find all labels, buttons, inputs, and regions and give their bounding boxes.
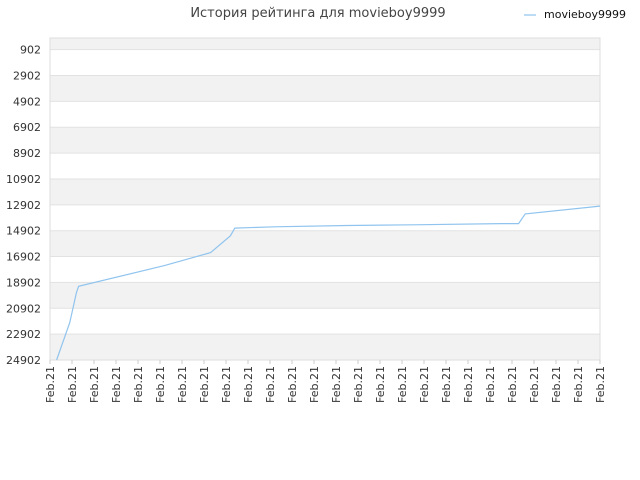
x-tick-label: Feb.21 bbox=[594, 366, 607, 403]
plot-band bbox=[50, 101, 600, 128]
plot-frame bbox=[49, 37, 601, 361]
y-tick-label: 6902 bbox=[13, 121, 41, 134]
x-tick-label: Feb.21 bbox=[198, 366, 211, 403]
x-tick-label: Feb.21 bbox=[242, 366, 255, 403]
plot-band bbox=[50, 75, 600, 102]
plot-band bbox=[50, 153, 600, 179]
x-axis: Feb.21 Feb.21 Feb.21 Feb.21 Feb.21 Feb.21 Feb.… bbox=[44, 360, 607, 403]
y-tick-label: 8902 bbox=[13, 147, 41, 160]
y-tick-label: 20902 bbox=[6, 302, 41, 315]
plot-band bbox=[50, 49, 600, 76]
plot-bands bbox=[50, 38, 600, 360]
plot-band bbox=[50, 334, 600, 360]
plot-band bbox=[50, 178, 600, 205]
y-axis: 902 2902 4902 6902 8902 10902 12902 14902 16902 1… bbox=[6, 44, 41, 367]
x-tick-label: Feb.21 bbox=[572, 366, 585, 403]
x-tick-label: Feb.21 bbox=[154, 366, 167, 403]
y-tick-label: 22902 bbox=[6, 328, 41, 341]
y-tick-label: 18902 bbox=[6, 276, 41, 289]
x-tick-label: Feb.21 bbox=[132, 366, 145, 403]
x-tick-label: Feb.21 bbox=[550, 366, 563, 403]
y-tick-label: 902 bbox=[20, 44, 41, 57]
legend: movieboy9999 bbox=[524, 8, 626, 21]
x-tick-label: Feb.21 bbox=[264, 366, 277, 403]
plot-band bbox=[50, 230, 600, 257]
x-tick-label: Feb.21 bbox=[418, 366, 431, 403]
x-tick-label: Feb.21 bbox=[220, 366, 233, 403]
y-tick-label: 16902 bbox=[6, 251, 41, 264]
y-tick-label: 2902 bbox=[13, 70, 41, 83]
plot-band bbox=[50, 204, 600, 231]
legend-label: movieboy9999 bbox=[544, 8, 626, 21]
x-tick-label: Feb.21 bbox=[462, 366, 475, 403]
x-tick-label: Feb.21 bbox=[440, 366, 453, 403]
x-tick-label: Feb.21 bbox=[308, 366, 321, 403]
x-tick-label: Feb.21 bbox=[286, 366, 299, 403]
x-tick-label: Feb.21 bbox=[176, 366, 189, 403]
x-tick-label: Feb.21 bbox=[352, 366, 365, 403]
chart-title: История рейтинга для movieboy9999 bbox=[190, 6, 445, 21]
plot-band bbox=[50, 127, 600, 154]
x-tick-label: Feb.21 bbox=[396, 366, 409, 403]
x-tick-label: Feb.21 bbox=[528, 366, 541, 403]
y-tick-label: 10902 bbox=[6, 173, 41, 186]
x-tick-label: Feb.21 bbox=[66, 366, 79, 403]
x-tick-label: Feb.21 bbox=[374, 366, 387, 403]
plot-band bbox=[50, 308, 600, 335]
x-tick-label: Feb.21 bbox=[330, 366, 343, 403]
plot-band bbox=[50, 38, 600, 50]
plot-band bbox=[50, 256, 600, 283]
y-tick-label: 14902 bbox=[6, 225, 41, 238]
plot-band bbox=[50, 282, 600, 309]
x-tick-label: Feb.21 bbox=[44, 366, 57, 403]
x-tick-label: Feb.21 bbox=[110, 366, 123, 403]
series-line-movieboy9999 bbox=[56, 205, 601, 361]
y-tick-label: 4902 bbox=[13, 95, 41, 108]
x-tick-label: Feb.21 bbox=[88, 366, 101, 403]
y-tick-label: 24902 bbox=[6, 354, 41, 367]
x-tick-label: Feb.21 bbox=[506, 366, 519, 403]
x-tick-label: Feb.21 bbox=[484, 366, 497, 403]
y-tick-label: 12902 bbox=[6, 199, 41, 212]
